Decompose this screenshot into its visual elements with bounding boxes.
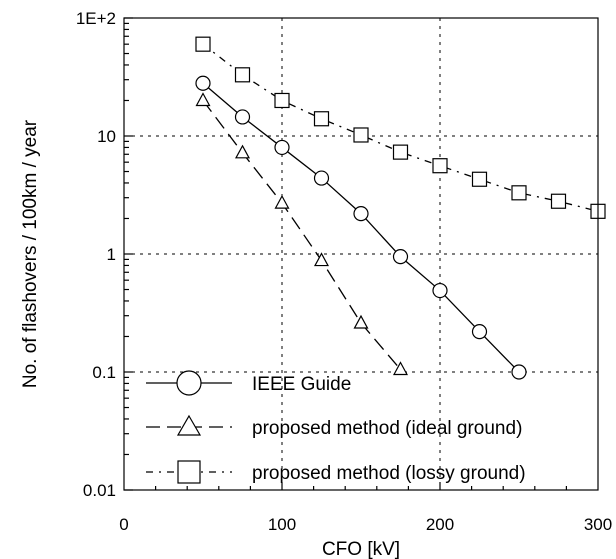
data-point-circle — [392, 249, 409, 265]
data-point-square — [392, 144, 409, 160]
axis-labels: CFO [kV] No. of flashovers / 100km / yea… — [20, 119, 400, 559]
data-point-square — [234, 67, 251, 83]
data-point-square — [313, 111, 330, 127]
legend-label: IEEE Guide — [252, 374, 351, 395]
data-point-circle — [432, 282, 448, 299]
axis-ticks: 0 100 200 300 0.01 0.1 1 10 1E+2 — [76, 9, 612, 534]
data-point-triangle — [392, 361, 409, 376]
series-square — [195, 36, 606, 219]
data-point-square — [274, 92, 290, 109]
legend-item: proposed method (ideal ground) — [146, 414, 522, 439]
plot-series — [195, 36, 606, 380]
y-tick-label: 1 — [107, 245, 116, 264]
data-point-circle — [234, 109, 251, 125]
y-tick-label: 0.1 — [92, 363, 116, 382]
data-point-triangle — [274, 194, 290, 209]
data-point-circle — [274, 139, 290, 156]
legend: IEEE Guide proposed method (ideal ground)… — [146, 370, 526, 484]
series-line — [202, 43, 599, 212]
x-tick-label: 100 — [268, 515, 296, 534]
data-point-triangle — [234, 144, 251, 159]
data-point-square — [511, 185, 527, 201]
data-point-circle — [511, 364, 527, 380]
x-axis-label: CFO [kV] — [322, 539, 400, 559]
series-line — [202, 82, 520, 373]
data-point-square — [353, 127, 369, 143]
y-tick-label: 1E+2 — [76, 9, 116, 28]
legend-item: IEEE Guide — [146, 370, 351, 396]
legend-marker-triangle — [176, 414, 202, 436]
y-tick-label: 0.01 — [83, 481, 116, 500]
data-point-triangle — [353, 314, 369, 329]
data-point-circle — [195, 75, 211, 91]
legend-label: proposed method (lossy ground) — [252, 463, 526, 484]
legend-item: proposed method (lossy ground) — [146, 460, 526, 484]
y-tick-label: 10 — [97, 127, 116, 146]
legend-label: proposed method (ideal ground) — [252, 418, 522, 439]
data-point-circle — [313, 170, 330, 186]
data-point-square — [550, 193, 567, 209]
data-point-triangle — [195, 92, 211, 107]
legend-marker-circle — [176, 370, 202, 396]
data-point-circle — [471, 323, 488, 340]
series-triangle — [195, 92, 409, 376]
data-point-triangle — [313, 252, 330, 267]
series-circle — [195, 75, 527, 380]
x-tick-label: 200 — [426, 515, 454, 534]
data-point-square — [471, 171, 488, 187]
data-point-square — [432, 158, 448, 174]
y-axis-label: No. of flashovers / 100km / year — [20, 119, 41, 388]
data-point-circle — [353, 205, 369, 222]
series-line — [202, 100, 401, 370]
data-point-square — [195, 36, 211, 52]
legend-marker-square — [177, 460, 201, 484]
x-tick-label: 0 — [119, 515, 128, 534]
x-tick-label: 300 — [584, 515, 612, 534]
